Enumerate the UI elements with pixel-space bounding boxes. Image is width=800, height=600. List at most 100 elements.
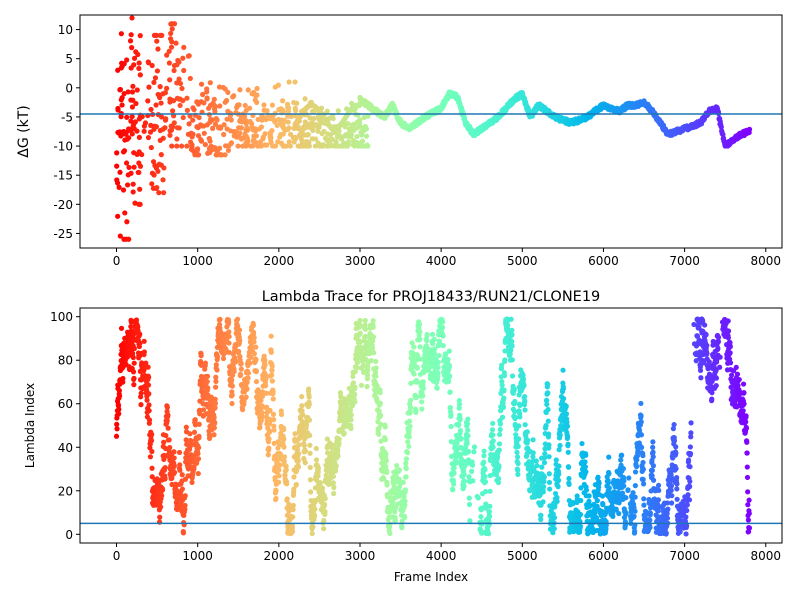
lambda-point (146, 374, 152, 380)
lambda-point (542, 451, 548, 457)
lambda-point (204, 378, 210, 385)
deltaG-point (196, 114, 202, 121)
deltaG-points (114, 15, 753, 242)
deltaG-point (151, 32, 158, 38)
lambda-point (407, 404, 414, 410)
deltaG-point (176, 76, 182, 82)
lambda-point (505, 323, 511, 329)
lambda-point (187, 431, 193, 437)
lambda-point (169, 475, 175, 481)
deltaG-point (117, 233, 123, 239)
deltaG-point (286, 139, 292, 145)
deltaG-point (254, 85, 260, 92)
lambda-point (176, 449, 183, 456)
deltaG-point (130, 189, 136, 195)
lambda-point (301, 442, 307, 449)
lambda-point (382, 437, 389, 443)
lambda-point (487, 488, 493, 494)
deltaG-point (200, 91, 206, 98)
deltaG-point (158, 152, 164, 158)
deltaG-point (177, 102, 183, 109)
deltaG-point (126, 236, 132, 242)
lambda-point (281, 436, 287, 442)
lambda-point (466, 474, 472, 480)
deltaG-point (286, 79, 292, 85)
lambda-point (347, 407, 354, 414)
deltaG-point (126, 164, 132, 171)
deltaG-point (126, 135, 132, 141)
deltaG-point (194, 147, 200, 153)
lambda-point (402, 514, 408, 521)
deltaG-point (139, 151, 145, 158)
lambda-point (357, 330, 363, 336)
lambda-point (647, 510, 653, 516)
lambda-point (447, 389, 453, 395)
deltaG-point (525, 106, 532, 113)
lambda-point (583, 469, 589, 475)
deltaG-point (228, 117, 234, 123)
lambda-point (546, 454, 552, 460)
lambda-point (307, 489, 314, 495)
deltaG-point (269, 102, 275, 108)
lambda-point (167, 444, 173, 451)
deltaG-plot: 0 1000 2000 3000 4000 5000 6000 7000 8000 -25-20… (16, 14, 783, 268)
lambda-point (330, 473, 337, 480)
deltaG-x-ticks: 0 1000 2000 3000 4000 5000 6000 7000 8000 (113, 248, 781, 268)
lambda-point (231, 368, 237, 375)
deltaG-point (201, 123, 207, 129)
deltaG-point (230, 94, 236, 100)
deltaG-point (309, 136, 315, 142)
lambda-point (454, 440, 460, 446)
lambda-point (586, 493, 592, 499)
x-tick-label: 8000 (750, 254, 781, 268)
lambda-point (229, 400, 235, 407)
lambda-point (348, 417, 354, 423)
y-tick-label: 0 (65, 81, 73, 95)
deltaG-point (137, 72, 143, 78)
lambda-point (464, 421, 471, 427)
deltaG-point (124, 182, 131, 188)
deltaG-point (134, 128, 140, 134)
deltaG-point (139, 114, 145, 120)
deltaG-point (364, 142, 370, 148)
x-tick-label: 4000 (426, 254, 457, 268)
lambda-point (551, 515, 558, 521)
deltaG-point (135, 169, 141, 176)
lambda-point (516, 423, 522, 429)
deltaG-point (294, 100, 300, 106)
lambda-point (469, 468, 475, 475)
lambda-point (237, 337, 243, 344)
lambda-points (113, 316, 753, 537)
lambda-point (401, 493, 407, 500)
deltaG-point (261, 107, 267, 113)
lambda-point (244, 386, 250, 392)
lambda-point (307, 442, 313, 448)
lambda-point (640, 481, 647, 487)
lambda-point (649, 467, 655, 474)
deltaG-point (275, 82, 282, 88)
deltaG-point (210, 125, 216, 131)
lambda-point (149, 465, 155, 471)
deltaG-point (163, 116, 169, 122)
deltaG-point (188, 130, 194, 136)
lambda-point (579, 440, 585, 447)
deltaG-point (173, 40, 179, 46)
lambda-point (365, 367, 371, 374)
deltaG-point (168, 21, 174, 27)
deltaG-point (128, 118, 134, 124)
lambda-point (419, 399, 425, 405)
lambda-point (295, 457, 301, 464)
lambda-point (387, 530, 393, 536)
lambda-point (522, 422, 528, 428)
lambda-point (377, 400, 384, 406)
deltaG-point (129, 45, 135, 51)
lambda-point (313, 457, 320, 463)
lambda-point (564, 423, 571, 429)
lambda-point (621, 483, 627, 489)
lambda-point (461, 471, 467, 477)
lambda-point (238, 372, 244, 378)
lambda-point (383, 451, 389, 457)
lambda-point (446, 363, 453, 370)
lambda-point (376, 431, 382, 437)
deltaG-point (272, 119, 278, 125)
